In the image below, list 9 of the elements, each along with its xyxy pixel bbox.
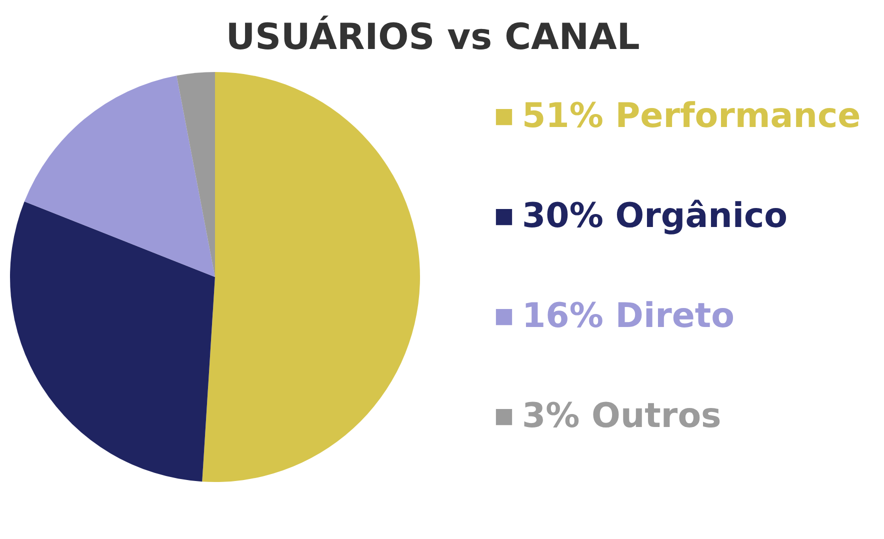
legend-label: 51% Performance: [522, 96, 861, 136]
legend-label: 16% Direto: [522, 296, 735, 336]
legend-label: 30% Orgânico: [522, 196, 788, 236]
pie-slice: [24, 76, 215, 277]
pie-slice: [176, 72, 215, 277]
pie-slice: [202, 72, 420, 482]
pie-slice: [10, 202, 215, 482]
legend-label: 3% Outros: [522, 396, 722, 436]
chart-title: USUÁRIOS vs CANAL: [226, 15, 640, 58]
